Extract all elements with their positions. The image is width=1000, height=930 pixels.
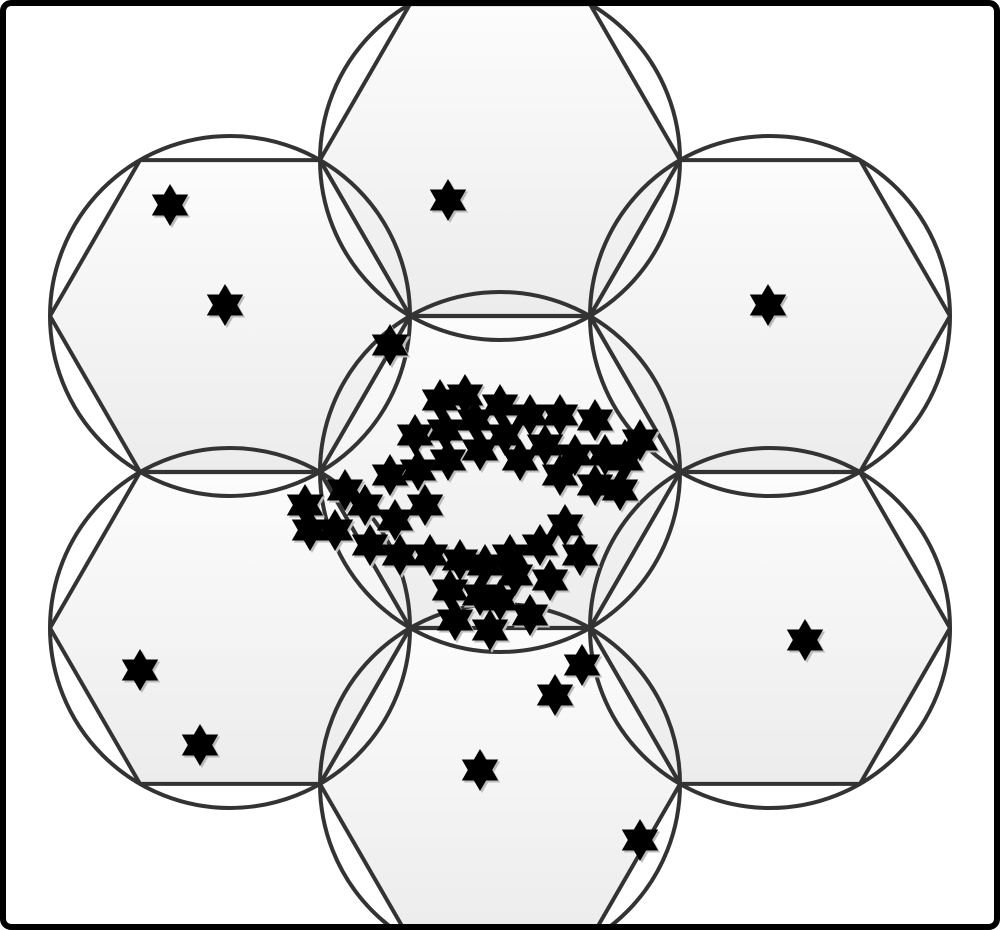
diagram-canvas [0, 0, 1000, 930]
diagram-svg [0, 0, 1000, 930]
cells-layer [50, 0, 950, 930]
